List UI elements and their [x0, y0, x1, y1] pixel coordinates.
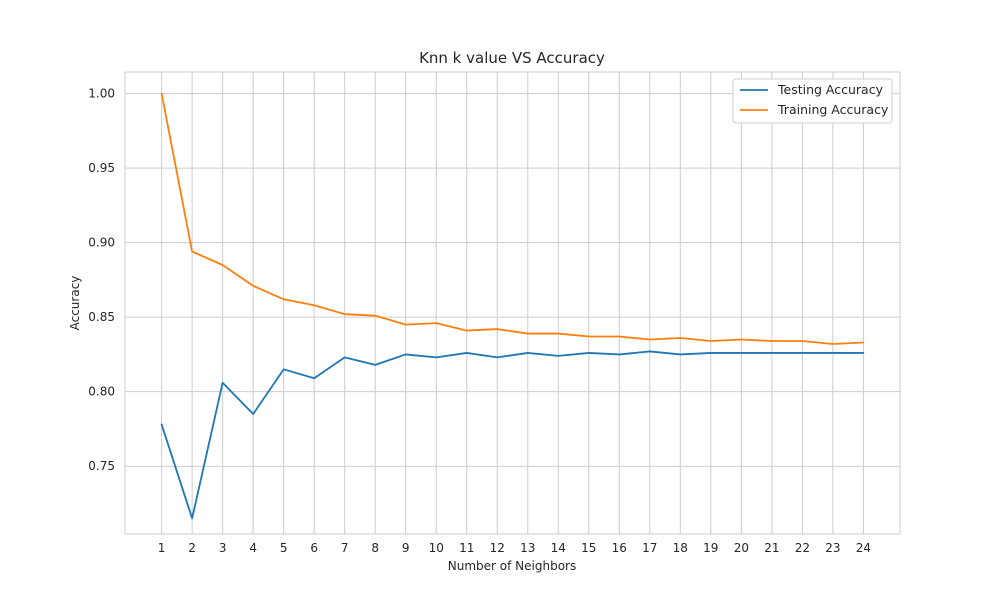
y-tick-label: 0.80	[88, 385, 115, 399]
x-tick-label: 3	[219, 541, 227, 555]
x-tick-label: 17	[642, 541, 657, 555]
legend-label-testing: Testing Accuracy	[777, 82, 884, 97]
legend-box	[732, 78, 893, 124]
x-tick-label: 9	[402, 541, 410, 555]
legend: Testing Accuracy Training Accuracy	[732, 78, 893, 124]
y-tick-label: 0.75	[88, 459, 115, 473]
gridlines	[125, 72, 900, 534]
x-tick-label: 6	[310, 541, 318, 555]
x-tick-label: 10	[429, 541, 444, 555]
x-tick-label: 15	[581, 541, 596, 555]
x-tick-label: 20	[734, 541, 749, 555]
series-line-training-accuracy	[160, 92, 865, 345]
series-lines	[160, 92, 865, 520]
x-tick-label: 5	[280, 541, 288, 555]
x-tick-label: 11	[459, 541, 474, 555]
x-tick-label: 18	[673, 541, 688, 555]
x-tick-label: 13	[520, 541, 535, 555]
y-tick-label: 0.95	[88, 161, 115, 175]
y-axis-label: Accuracy	[68, 276, 82, 331]
x-tick-label: 24	[856, 541, 871, 555]
x-tick-label: 19	[703, 541, 718, 555]
series-line-testing-accuracy	[160, 350, 865, 520]
plot-area	[125, 72, 900, 534]
x-tick-label: 22	[795, 541, 810, 555]
plot-frame	[124, 71, 901, 535]
x-tick-label: 12	[490, 541, 505, 555]
x-tick-label: 21	[764, 541, 779, 555]
x-tick-label: 14	[551, 541, 566, 555]
x-tick-label: 8	[371, 541, 379, 555]
chart-title: Knn k value VS Accuracy	[419, 49, 605, 67]
x-tick-label: 23	[825, 541, 840, 555]
x-axis-label: Number of Neighbors	[448, 559, 576, 573]
y-tick-label: 1.00	[88, 87, 115, 101]
x-tick-label: 7	[341, 541, 349, 555]
x-tick-label: 4	[249, 541, 257, 555]
x-tick-label: 16	[612, 541, 627, 555]
y-tick-label: 0.90	[88, 236, 115, 250]
x-tick-labels: 1 2 3 4 5 6 7 8 9 10 11 12 13 14 15 16 17 18 19 20 21 22 23 24	[158, 541, 871, 555]
x-tick-label: 2	[188, 541, 196, 555]
x-tick-label: 1	[158, 541, 166, 555]
y-tick-label: 0.85	[88, 310, 115, 324]
y-tick-labels: 0.75 0.80 0.85 0.90 0.95 1.00	[88, 87, 115, 474]
legend-label-training: Training Accuracy	[777, 102, 889, 117]
